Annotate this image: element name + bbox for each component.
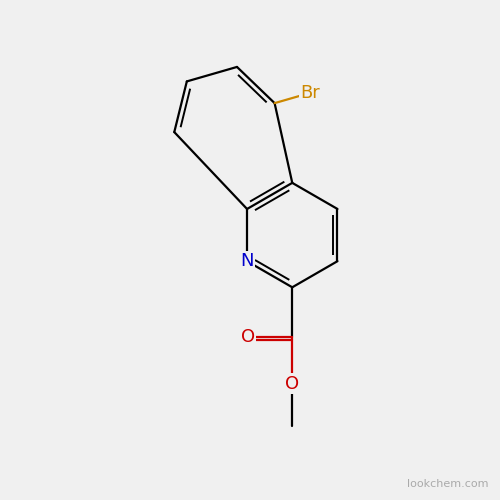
Text: lookchem.com: lookchem.com (407, 478, 488, 488)
Text: Br: Br (300, 84, 320, 102)
Text: O: O (285, 375, 300, 393)
Text: N: N (240, 252, 254, 270)
Text: O: O (241, 328, 255, 346)
